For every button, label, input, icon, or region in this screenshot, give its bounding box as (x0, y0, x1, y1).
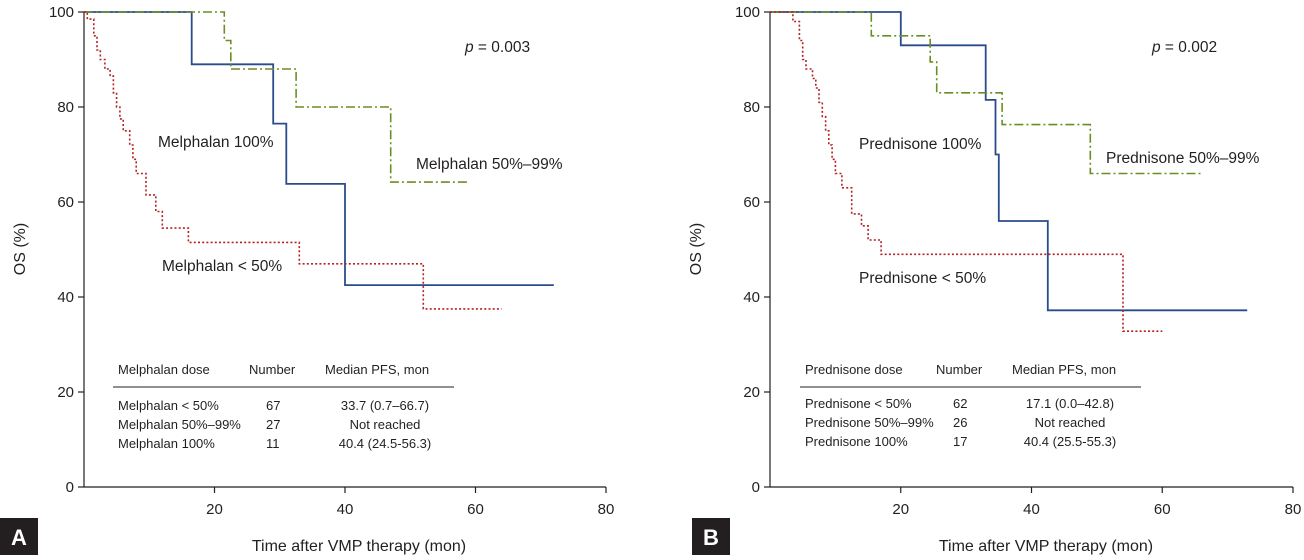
panel-b-y-tick-label: 20 (743, 384, 760, 401)
panel-a-row-1-number: 27 (266, 417, 280, 432)
panel-a-series-dotted-line (84, 11, 502, 310)
panel-a-row-2-number: 11 (266, 436, 280, 451)
panel-b-row-1-dose: Prednisone 50%–99% (805, 415, 934, 430)
panel-a-series-solid-line (84, 11, 554, 287)
panel-b-y-tick-label: 80 (743, 99, 760, 116)
panel-b-badge (692, 518, 730, 555)
panel-a-table-header-median: Median PFS, mon (325, 362, 429, 377)
panel-a-series-dashdot-line (84, 11, 469, 183)
panel-b-label-50-99: Prednisone 50%–99% (1106, 150, 1260, 167)
panel-a-x-tick-label: 60 (467, 501, 484, 518)
panel-a-row-0-number: 67 (266, 398, 280, 413)
panel-b-row-0-dose: Prednisone < 50% (805, 396, 912, 411)
panel-b-x-tick-label: 20 (892, 501, 909, 518)
panel-b-badge-letter: B (703, 525, 719, 550)
panel-a-row-2-median: 40.4 (24.5-56.3) (339, 436, 432, 451)
panel-a-row-0-median: 33.7 (0.7–66.7) (341, 398, 429, 413)
panel-b-table-header-number: Number (936, 362, 983, 377)
panel-b-x-tick-label: 60 (1154, 501, 1171, 518)
panel-a-x-tick-label: 40 (337, 501, 354, 518)
panel-b-label-lt50: Prednisone < 50% (859, 270, 986, 287)
panel-a-y-tick-label: 0 (66, 479, 74, 496)
panel-b-y-tick-label: 0 (752, 479, 760, 496)
panel-a-y-tick-label: 20 (57, 384, 74, 401)
panel-a-p-value: p = 0.003 (464, 39, 530, 56)
panel-b-row-2-number: 17 (953, 434, 967, 449)
panel-a-y-tick-label: 80 (57, 99, 74, 116)
panel-b-y-tick-label: 60 (743, 194, 760, 211)
panel-a-y-tick-label: 60 (57, 194, 74, 211)
panel-b-row-0-number: 62 (953, 396, 967, 411)
panel-a-ticks: 0 20 40 60 80 100 20 40 60 80 (49, 4, 614, 518)
panel-a-table-header-dose: Melphalan dose (118, 362, 210, 377)
panel-b-table-header-median: Median PFS, mon (1012, 362, 1116, 377)
panel-b-p-value: p = 0.002 (1151, 39, 1217, 56)
panel-b-series (770, 11, 1248, 333)
panel-b-series-dotted-line (770, 11, 1163, 333)
panel-a-badge (0, 518, 38, 555)
panel-b-table-header-dose: Prednisone dose (805, 362, 903, 377)
panel-b-x-tick-label: 80 (1285, 501, 1302, 518)
panel-a-row-0-dose: Melphalan < 50% (118, 398, 219, 413)
panel-b: 0 20 40 60 80 100 20 40 60 80 p = 0.002 Prednison… (688, 4, 1301, 555)
panel-a-row-1-dose: Melphalan 50%–99% (118, 417, 241, 432)
panel-b-label-100: Prednisone 100% (859, 136, 982, 153)
panel-a-series (84, 11, 554, 310)
panel-a-y-tick-label: 40 (57, 289, 74, 306)
panel-a-y-title: OS (%) (12, 223, 29, 275)
panel-a-x-tick-label: 80 (598, 501, 615, 518)
panel-b-series-solid-line (770, 11, 1248, 312)
panel-a: 0 20 40 60 80 100 20 40 60 80 p = 0.003 Melphalan… (0, 4, 614, 555)
panel-b-ticks: 0 20 40 60 80 100 20 40 60 80 (735, 4, 1301, 518)
panel-a-table: Melphalan dose Number Median PFS, mon Me… (113, 362, 454, 451)
panel-b-table: Prednisone dose Number Median PFS, mon P… (800, 362, 1141, 449)
panel-a-label-50-99: Melphalan 50%–99% (416, 156, 563, 173)
panel-b-row-0-median: 17.1 (0.0–42.8) (1026, 396, 1114, 411)
panel-a-row-2-dose: Melphalan 100% (118, 436, 215, 451)
panel-b-x-title: Time after VMP therapy (mon) (939, 538, 1153, 555)
panel-a-y-tick-label: 100 (49, 4, 74, 21)
panel-b-x-tick-label: 40 (1023, 501, 1040, 518)
panel-a-row-1-median: Not reached (350, 417, 421, 432)
panel-a-x-title: Time after VMP therapy (mon) (252, 538, 466, 555)
panel-b-row-2-dose: Prednisone 100% (805, 434, 908, 449)
panel-a-x-tick-label: 20 (206, 501, 223, 518)
panel-b-y-title: OS (%) (688, 223, 705, 275)
panel-a-label-lt50: Melphalan < 50% (162, 258, 282, 275)
panel-b-row-2-median: 40.4 (25.5-55.3) (1024, 434, 1117, 449)
panel-b-row-1-number: 26 (953, 415, 967, 430)
panel-b-y-tick-label: 40 (743, 289, 760, 306)
panel-b-y-tick-label: 100 (735, 4, 760, 21)
panel-a-label-100: Melphalan 100% (158, 134, 274, 151)
panel-b-series-dashdot-line (770, 11, 1202, 175)
panel-b-row-1-median: Not reached (1035, 415, 1106, 430)
panel-a-table-header-number: Number (249, 362, 296, 377)
panel-a-badge-letter: A (11, 525, 27, 550)
